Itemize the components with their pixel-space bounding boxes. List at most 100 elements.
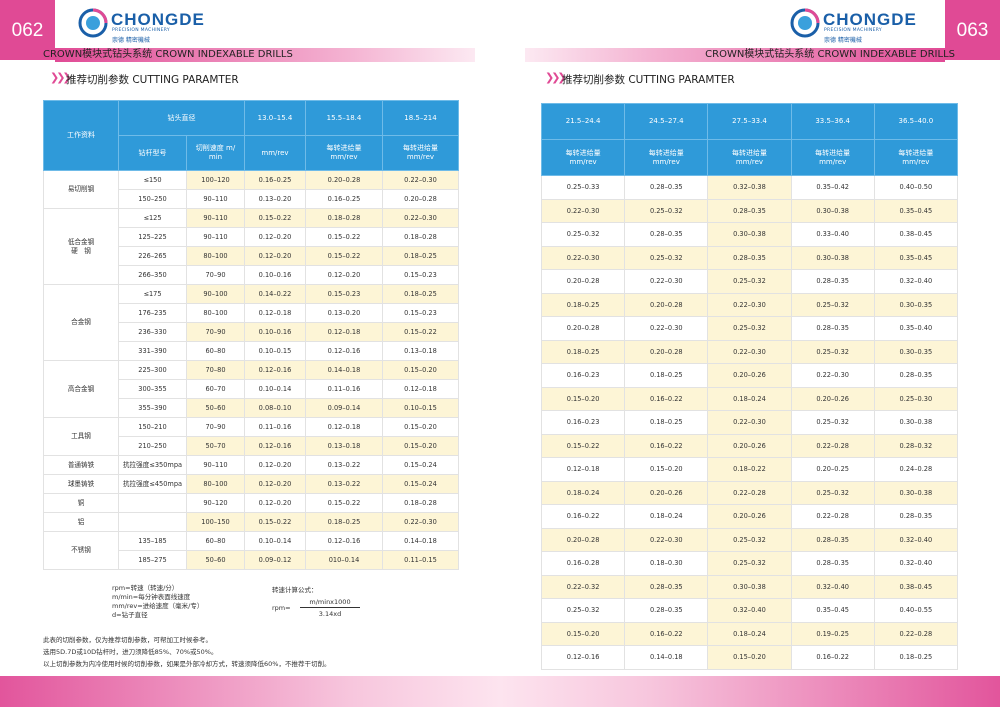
- table-cell: 150–210: [118, 417, 187, 437]
- table-cell: 0.28–0.35: [707, 245, 792, 270]
- table-cell: 185–275: [118, 550, 187, 570]
- header-cell: 每转进给量 mm/rev: [790, 139, 875, 176]
- table-cell: 0.14–0.22: [244, 284, 306, 304]
- table-cell: 0.18–0.25: [540, 339, 626, 364]
- table-row: 0.16–0.28 0.18–0.30 0.25–0.32 0.28–0.35 0.32…: [540, 551, 959, 576]
- table-cell: 0.30–0.38: [790, 245, 875, 270]
- table-cell: [118, 512, 187, 532]
- table-cell: 60–80: [186, 531, 245, 551]
- table-cell: 80–100: [186, 246, 245, 266]
- table-row: 普通铸铁 抗拉强度≤350mpa 90–110 0.12–0.20 0.13–0.22 0…: [43, 455, 459, 475]
- table-cell: 0.19–0.25: [790, 621, 875, 646]
- table-cell: 0.40–0.55: [873, 598, 959, 623]
- table-cell: 0.25–0.33: [540, 175, 626, 200]
- table-cell: 0.10–0.14: [244, 379, 306, 399]
- table-cell: 0.15–0.22: [382, 322, 459, 342]
- logo-icon: [78, 8, 108, 38]
- table-cell: 0.10–0.15: [244, 341, 306, 361]
- table-cell: 0.16–0.22: [540, 504, 626, 529]
- table-cell: 0.18–0.30: [624, 551, 709, 576]
- table-cell: 0.16–0.25: [244, 170, 306, 190]
- note-line: 以上切削参数为内冷使用时候的切削参数，如果是外部冷却方式，转速须降低60%，不推…: [43, 660, 331, 668]
- table-cell: 0.32–0.40: [707, 598, 792, 623]
- table-cell: 0.13–0.18: [305, 436, 383, 456]
- header-bar-text: CROWN模块式钻头系统 CROWN INDEXABLE DRILLS: [705, 49, 955, 60]
- table-cell: 90–110: [186, 189, 245, 209]
- material-cell: 工具钢: [43, 417, 119, 456]
- table-cell: 0.30–0.38: [790, 198, 875, 223]
- table-row: 0.18–0.25 0.20–0.28 0.22–0.30 0.25–0.32 0.30…: [540, 292, 959, 317]
- table-row: 低合金钢 硬 钢 ≤125 90–110 0.15–0.22 0.18–0.28 0.22…: [43, 208, 459, 285]
- material-cell: 铝: [43, 512, 119, 532]
- table-cell: 0.25–0.32: [790, 410, 875, 435]
- table-row: 0.20–0.28 0.22–0.30 0.25–0.32 0.28–0.35 0.35…: [540, 316, 959, 341]
- table-cell: 0.18–0.22: [707, 457, 792, 482]
- table-cell: 0.30–0.38: [707, 574, 792, 599]
- table-cell: 0.18–0.28: [305, 208, 383, 228]
- header-cell: 钻头直径: [118, 100, 245, 136]
- header-cell: 切削速度 m/ min: [186, 135, 245, 171]
- section-title: 推荐切削参数 CUTTING PARAMTER: [562, 74, 735, 86]
- table-cell: 0.18–0.24: [707, 386, 792, 411]
- header-cell: 24.5–27.4: [624, 103, 709, 140]
- table-row: 0.15–0.20 0.16–0.22 0.18–0.24 0.19–0.25 0.22…: [540, 621, 959, 646]
- table-cell: 0.22–0.30: [707, 339, 792, 364]
- table-cell: 0.12–0.18: [305, 322, 383, 342]
- table-cell: 0.20–0.28: [540, 316, 626, 341]
- table-row: 0.22–0.32 0.28–0.35 0.30–0.38 0.32–0.40 0.38…: [540, 574, 959, 599]
- material-cell: 易切削钢: [43, 170, 119, 209]
- table-row: 185–275 50–60 0.09–0.12 010–0.14 0.11–0.15: [44, 550, 459, 570]
- logo-cn: 崇德 精密機械: [824, 37, 862, 44]
- table-cell: 90–100: [186, 284, 245, 304]
- logo-cn: 崇德 精密機械: [112, 37, 150, 44]
- material-cell: 普通铸铁: [43, 455, 119, 475]
- table-cell: ≤125: [118, 208, 187, 228]
- logo-tagline: PRECISION MACHINERY: [112, 28, 170, 33]
- table-cell: ≤175: [118, 284, 187, 304]
- table-row: 0.15–0.20 0.16–0.22 0.18–0.24 0.20–0.26 0.25…: [540, 386, 959, 411]
- table-cell: 0.15–0.23: [305, 284, 383, 304]
- table-cell: 0.28–0.32: [873, 433, 959, 458]
- table-cell: 0.18–0.25: [624, 363, 709, 388]
- table-cell: 0.20–0.26: [707, 504, 792, 529]
- header-cell: 每转进给量 mm/rev: [540, 139, 626, 176]
- table-cell: 0.24–0.28: [873, 457, 959, 482]
- table-cell: 0.12–0.16: [540, 645, 626, 670]
- table-cell: 0.20–0.28: [305, 170, 383, 190]
- table-cell: 176–235: [118, 303, 187, 323]
- table-cell: 0.33–0.40: [790, 222, 875, 247]
- table-cell: 抗拉强度≤350mpa: [118, 455, 187, 475]
- table-row: 150–250 90–110 0.13–0.20 0.16–0.25 0.20–0.28: [44, 189, 459, 209]
- table-cell: 0.28–0.35: [707, 198, 792, 223]
- table-cell: 0.20–0.25: [790, 457, 875, 482]
- table-row: 工具钢 150–210 70–90 0.11–0.16 0.12–0.18 0.15–0.…: [43, 417, 459, 456]
- table-row: 0.16–0.23 0.18–0.25 0.22–0.30 0.25–0.32 0.30…: [540, 410, 959, 435]
- table-cell: 90–110: [186, 455, 245, 475]
- table-cell: 0.22–0.30: [540, 245, 626, 270]
- header-cell: mm/rev: [244, 135, 306, 171]
- table-cell: 0.16–0.22: [790, 645, 875, 670]
- table-cell: 0.25–0.32: [707, 269, 792, 294]
- note-line: 选用5D.7D或10D钻杆时，进刀须降低85%、70%或50%。: [43, 648, 218, 656]
- table-cell: 0.12–0.16: [305, 341, 383, 361]
- table-cell: 0.18–0.25: [873, 645, 959, 670]
- table-cell: 0.32–0.40: [790, 574, 875, 599]
- chevron-icon: ❯❯❯: [545, 71, 567, 84]
- table-cell: 0.32–0.38: [707, 175, 792, 200]
- material-cell: 合金钢: [43, 284, 119, 361]
- table-cell: 0.32–0.40: [873, 269, 959, 294]
- table-row: 0.22–0.30 0.25–0.32 0.28–0.35 0.30–0.38 0.35…: [540, 245, 959, 270]
- table-cell: 150–250: [118, 189, 187, 209]
- table-cell: 0.22–0.30: [540, 198, 626, 223]
- section-title: 推荐切削参数 CUTTING PARAMTER: [66, 74, 239, 86]
- table-cell: 0.12–0.20: [244, 493, 306, 513]
- table-cell: 355–390: [118, 398, 187, 418]
- table-cell: 0.16–0.28: [540, 551, 626, 576]
- table-cell: 0.18–0.24: [624, 504, 709, 529]
- table-cell: 0.12–0.20: [244, 474, 306, 494]
- table-cell: 80–100: [186, 474, 245, 494]
- table-cell: 60–80: [186, 341, 245, 361]
- table-cell: 0.12–0.20: [244, 246, 306, 266]
- table-cell: 100–150: [186, 512, 245, 532]
- table-row: 266–350 70–90 0.10–0.16 0.12–0.20 0.15–0.23: [44, 265, 459, 285]
